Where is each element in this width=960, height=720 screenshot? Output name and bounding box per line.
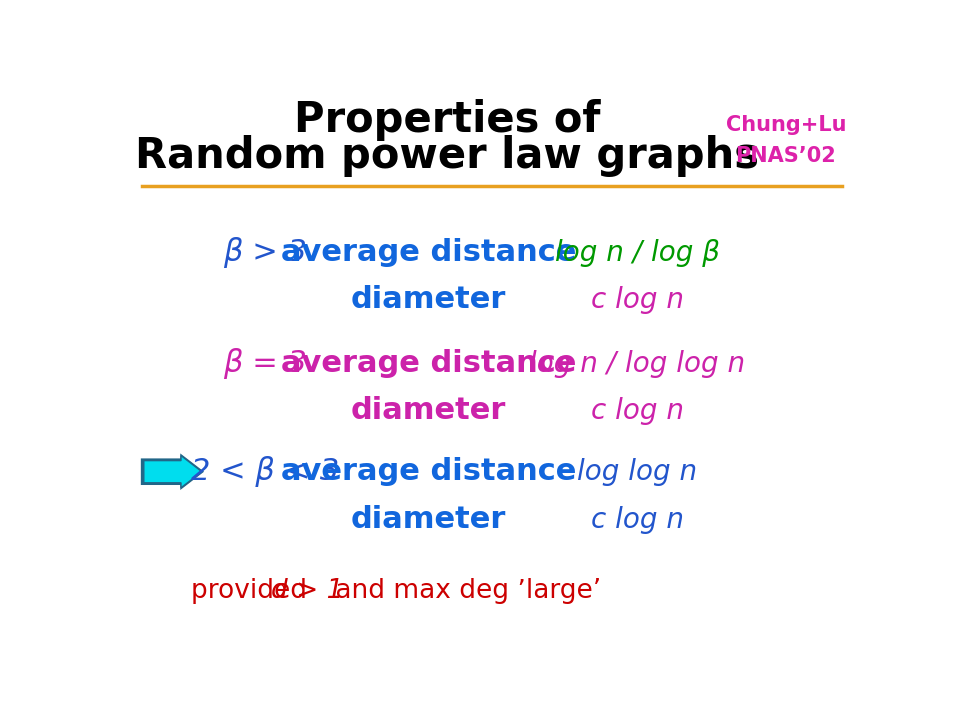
Text: provided: provided: [191, 578, 315, 604]
Text: log log n: log log n: [577, 458, 697, 486]
Text: c log n: c log n: [590, 506, 684, 534]
Text: Properties of: Properties of: [294, 99, 601, 140]
Text: log n / log β: log n / log β: [555, 239, 720, 266]
Text: average distance: average distance: [281, 457, 576, 486]
Text: β > 3: β > 3: [223, 237, 307, 269]
Text: average distance: average distance: [281, 238, 576, 267]
Text: diameter: diameter: [351, 505, 507, 534]
Text: and max deg ʼlarge’: and max deg ʼlarge’: [326, 578, 601, 604]
Text: Chung+Lu: Chung+Lu: [726, 115, 846, 135]
FancyArrow shape: [141, 454, 204, 490]
Text: average distance: average distance: [281, 349, 576, 378]
Text: c log n: c log n: [590, 286, 684, 314]
Text: Random power law graphs: Random power law graphs: [135, 135, 759, 176]
Text: β = 3: β = 3: [223, 348, 307, 379]
Text: 2 < β < 3: 2 < β < 3: [191, 456, 339, 487]
Text: diameter: diameter: [351, 285, 507, 315]
Text: d > 1: d > 1: [271, 578, 344, 604]
Text: c log n: c log n: [590, 397, 684, 425]
Text: log n / log log n: log n / log log n: [529, 350, 745, 377]
Text: diameter: diameter: [351, 396, 507, 426]
Text: PNAS’02: PNAS’02: [735, 145, 836, 166]
FancyArrow shape: [144, 456, 202, 487]
